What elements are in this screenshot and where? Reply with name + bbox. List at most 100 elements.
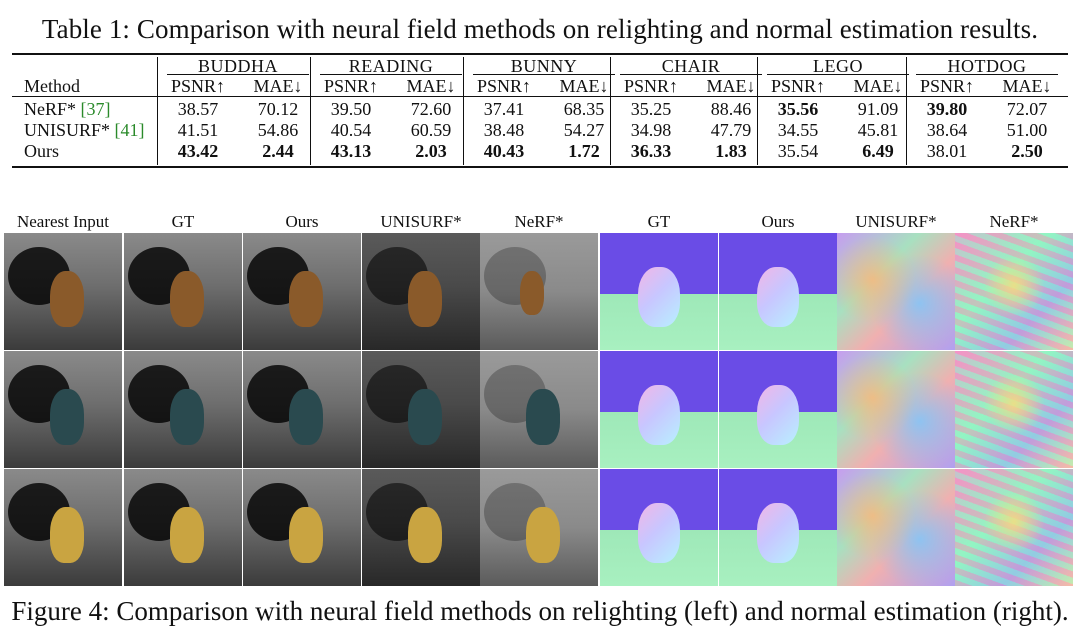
object-render xyxy=(289,389,323,445)
column-separator xyxy=(157,57,158,165)
table-cell: 34.55 xyxy=(777,120,819,140)
table-cell: 1.83 xyxy=(715,141,747,161)
object-render xyxy=(289,271,323,327)
metric-mae-header: MAE↓ xyxy=(1002,76,1052,96)
scene-header: BUNNY xyxy=(510,56,578,76)
scene-underline xyxy=(916,74,1058,75)
table-cell: 39.50 xyxy=(330,99,372,119)
figure-column-label: GT xyxy=(171,212,195,231)
table-cell: 54.27 xyxy=(563,120,605,140)
figure-column-label: UNISURF* xyxy=(855,212,937,231)
table-cell: 72.07 xyxy=(1006,99,1048,119)
metric-mae-header: MAE↓ xyxy=(706,76,756,96)
normal-map-object xyxy=(638,385,680,445)
figure-image-buddha xyxy=(600,233,719,351)
table-cell: 38.01 xyxy=(926,141,968,161)
metric-mae-header: MAE↓ xyxy=(559,76,609,96)
scene-underline xyxy=(320,74,462,75)
figure-column-label: NeRF* xyxy=(989,212,1039,231)
figure-image-reading xyxy=(719,351,838,469)
figure-image-buddha xyxy=(362,233,481,351)
figure-image-buddha xyxy=(243,233,362,351)
column-separator xyxy=(906,57,907,165)
citation-link[interactable]: [41] xyxy=(114,120,145,140)
scene-header: READING xyxy=(348,56,434,76)
figure-image-lego xyxy=(600,469,719,587)
table-cell: 38.48 xyxy=(483,120,525,140)
table-cell: 2.03 xyxy=(415,141,447,161)
metric-psnr-header: PSNR↑ xyxy=(170,76,226,96)
figure-image-lego xyxy=(955,469,1074,587)
table-cell: 88.46 xyxy=(710,99,752,119)
table-cell: 39.80 xyxy=(926,99,968,119)
normal-map-object xyxy=(757,385,799,445)
metric-mae-header: MAE↓ xyxy=(406,76,456,96)
scene-underline xyxy=(620,74,762,75)
scene-header: CHAIR xyxy=(661,56,721,76)
metric-mae-header: MAE↓ xyxy=(253,76,303,96)
table-cell: 68.35 xyxy=(563,99,605,119)
table-cell: 43.42 xyxy=(177,141,219,161)
figure-caption: Figure 4: Comparison with neural field m… xyxy=(11,596,1069,626)
figure-image-reading xyxy=(480,351,599,469)
figure-image-lego xyxy=(124,469,243,587)
metric-psnr-header: PSNR↑ xyxy=(623,76,679,96)
figure-image-buddha xyxy=(837,233,956,351)
figure-column-label: GT xyxy=(647,212,671,231)
method-label: Ours xyxy=(24,141,59,161)
object-render xyxy=(520,271,544,315)
object-render xyxy=(289,507,323,563)
column-separator xyxy=(310,57,311,165)
normal-map-object xyxy=(638,503,680,563)
method-name: NeRF* [37] xyxy=(24,99,111,119)
figure-image-buddha xyxy=(480,233,599,351)
scene-underline xyxy=(473,74,615,75)
figure-column-label: NeRF* xyxy=(514,212,564,231)
table-cell: 35.54 xyxy=(777,141,819,161)
metric-mae-header: MAE↓ xyxy=(853,76,903,96)
object-render xyxy=(408,507,442,563)
object-render xyxy=(50,389,84,445)
scene-header: LEGO xyxy=(813,56,863,76)
citation-link[interactable]: [37] xyxy=(80,99,111,119)
table-cell: 34.98 xyxy=(630,120,672,140)
figure-image-buddha xyxy=(955,233,1074,351)
table-cell: 43.13 xyxy=(330,141,372,161)
table-cell: 72.60 xyxy=(410,99,452,119)
column-separator xyxy=(463,57,464,165)
table-top-rule xyxy=(12,53,1068,55)
table-cell: 38.57 xyxy=(177,99,219,119)
normal-map-object xyxy=(757,503,799,563)
method-label: NeRF* xyxy=(24,99,81,119)
object-render xyxy=(50,507,84,563)
object-render xyxy=(50,271,84,327)
table-cell: 41.51 xyxy=(177,120,219,140)
object-render xyxy=(170,507,204,563)
figure-image-lego xyxy=(837,469,956,587)
figure-column-label: Nearest Input xyxy=(16,212,110,231)
table-cell: 36.33 xyxy=(630,141,672,161)
figure-image-reading xyxy=(837,351,956,469)
table-caption: Table 1: Comparison with neural field me… xyxy=(41,14,1039,44)
table-cell: 70.12 xyxy=(257,99,299,119)
figure-image-reading xyxy=(362,351,481,469)
figure-image-reading xyxy=(4,351,123,469)
figure-image-lego xyxy=(362,469,481,587)
table-cell: 38.64 xyxy=(926,120,968,140)
figure-column-label: UNISURF* xyxy=(380,212,462,231)
metric-psnr-header: PSNR↑ xyxy=(919,76,975,96)
metric-psnr-header: PSNR↑ xyxy=(770,76,826,96)
figure-image-reading xyxy=(243,351,362,469)
object-render xyxy=(170,389,204,445)
figure-image-reading xyxy=(955,351,1074,469)
object-render xyxy=(408,271,442,327)
figure-image-buddha xyxy=(124,233,243,351)
figure-image-reading xyxy=(124,351,243,469)
column-separator xyxy=(757,57,758,165)
method-name: Ours xyxy=(24,141,59,161)
metric-psnr-header: PSNR↑ xyxy=(476,76,532,96)
scene-header: BUDDHA xyxy=(197,56,278,76)
table-cell: 2.44 xyxy=(262,141,294,161)
figure-image-lego xyxy=(719,469,838,587)
figure-image-buddha xyxy=(4,233,123,351)
